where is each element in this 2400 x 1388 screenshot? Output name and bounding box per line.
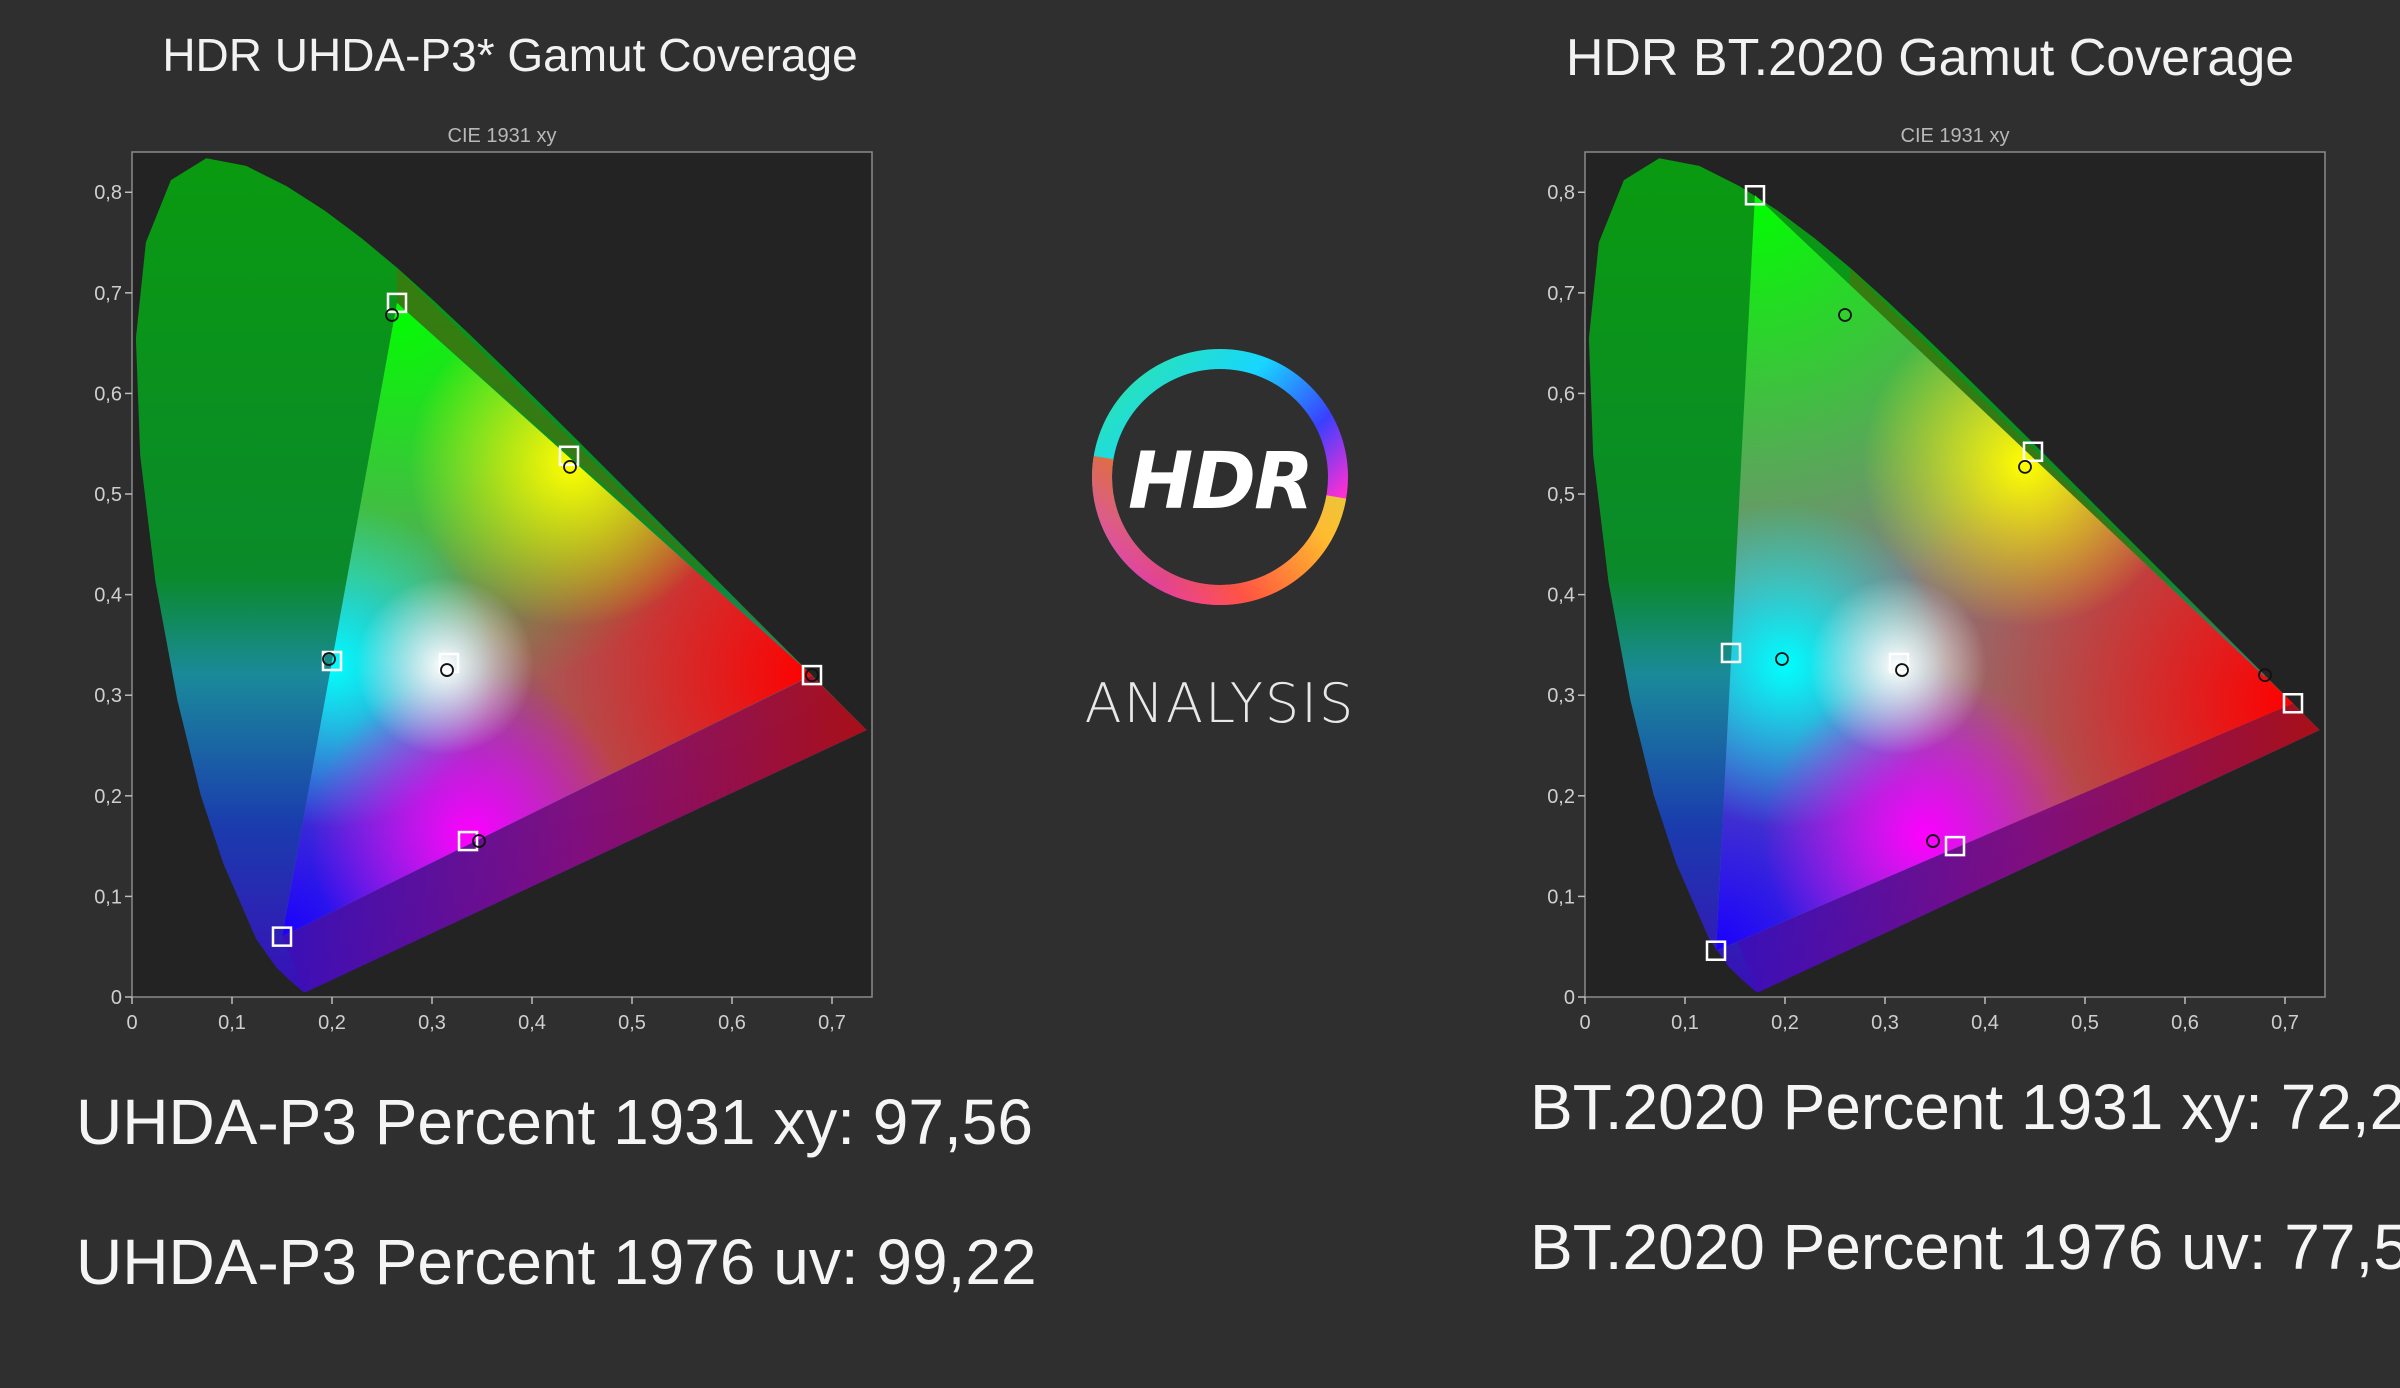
x-tick-label: 0,5 xyxy=(618,1012,646,1034)
y-tick-label: 0,1 xyxy=(94,886,122,908)
right-stat-1976: BT.2020 Percent 1976 uv: 77,52 xyxy=(1530,1211,2400,1283)
measured-square-point xyxy=(2022,441,2044,463)
x-tick-label: 0,1 xyxy=(218,1012,246,1034)
target-circle-point xyxy=(2018,459,2032,474)
logo-analysis-text: ANALYSIS xyxy=(1084,672,1356,735)
y-tick-label: 0,2 xyxy=(1547,786,1575,808)
x-tick-label: 0,4 xyxy=(1971,1012,1999,1034)
measured-square-point xyxy=(271,926,293,947)
right-stat-1931: BT.2020 Percent 1931 xy: 72,2 xyxy=(1530,1071,2400,1143)
x-tick-label: 0,4 xyxy=(518,1012,546,1034)
y-tick-label: 0,6 xyxy=(1547,383,1575,405)
target-circle-point xyxy=(385,308,399,322)
y-tick-label: 0,5 xyxy=(1547,484,1575,506)
x-tick-label: 0,1 xyxy=(1671,1012,1699,1034)
x-tick-label: 0,3 xyxy=(1871,1012,1899,1034)
measured-square-point xyxy=(1705,940,1727,961)
x-tick-label: 0,6 xyxy=(2171,1012,2199,1034)
measured-square-point xyxy=(457,830,479,852)
y-tick-label: 0,5 xyxy=(94,484,122,506)
y-tick-label: 0,4 xyxy=(94,585,122,607)
left-stat-1931: UHDA-P3 Percent 1931 xy: 97,56 xyxy=(76,1086,1033,1158)
measured-square-point xyxy=(558,445,580,467)
y-tick-label: 0,2 xyxy=(94,786,122,808)
x-tick-label: 0,6 xyxy=(718,1012,746,1034)
target-circle-point xyxy=(1926,834,1940,848)
hdr-analysis-logo: HDR ANALYSIS xyxy=(1085,342,1355,735)
target-circle-point xyxy=(563,459,577,474)
target-circle-point xyxy=(1775,652,1789,666)
target-circle-point xyxy=(2258,668,2272,682)
measured-square-point xyxy=(2282,693,2304,714)
rainbow-ring-icon xyxy=(1092,349,1348,605)
x-tick-label: 0,5 xyxy=(2071,1012,2099,1034)
target-circle-point xyxy=(1838,308,1852,322)
x-tick-label: 0,2 xyxy=(318,1012,346,1034)
y-tick-label: 0,8 xyxy=(1547,182,1575,204)
y-tick-label: 0,1 xyxy=(1547,886,1575,908)
chart-title: CIE 1931 xy xyxy=(448,125,557,147)
x-tick-label: 0,2 xyxy=(1771,1012,1799,1034)
measured-square-point xyxy=(1744,185,1766,206)
target-circle-point xyxy=(440,663,454,677)
measured-square-point xyxy=(1720,642,1742,664)
y-tick-label: 0,8 xyxy=(94,182,122,204)
y-tick-label: 0 xyxy=(111,987,122,1009)
x-tick-label: 0,3 xyxy=(418,1012,446,1034)
x-tick-label: 0,7 xyxy=(818,1012,846,1034)
measured-square-point xyxy=(1888,652,1910,674)
x-tick-label: 0 xyxy=(1579,1012,1590,1034)
logo-hdr-text: HDR xyxy=(1127,437,1314,527)
left-chart-title: HDR UHDA-P3* Gamut Coverage xyxy=(162,29,858,81)
right-chart-title: HDR BT.2020 Gamut Coverage xyxy=(1565,29,2295,87)
x-tick-label: 0 xyxy=(126,1012,137,1034)
target-circle-point xyxy=(322,652,336,666)
left-stat-1976: UHDA-P3 Percent 1976 uv: 99,22 xyxy=(76,1226,1037,1298)
target-circle-point xyxy=(1895,663,1909,677)
y-tick-label: 0 xyxy=(1564,987,1575,1009)
measured-square-point xyxy=(438,652,460,674)
y-tick-label: 0,3 xyxy=(1547,685,1575,707)
y-tick-label: 0,7 xyxy=(1547,283,1575,305)
target-circle-point xyxy=(472,834,486,848)
measured-square-point xyxy=(1944,835,1966,857)
x-tick-label: 0,7 xyxy=(2271,1012,2299,1034)
y-tick-label: 0,6 xyxy=(94,383,122,405)
target-circle-point xyxy=(805,668,819,682)
y-tick-label: 0,7 xyxy=(94,283,122,305)
measured-square-point xyxy=(801,664,823,686)
y-tick-label: 0,3 xyxy=(94,685,122,707)
chart-title: CIE 1931 xy xyxy=(1901,125,2010,147)
y-tick-label: 0,4 xyxy=(1547,585,1575,607)
